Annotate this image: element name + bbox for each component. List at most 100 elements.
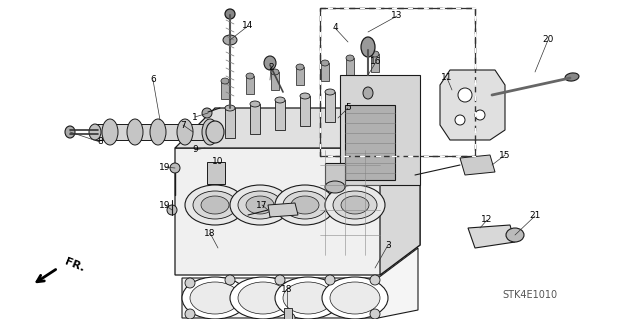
- Text: 7: 7: [180, 121, 186, 130]
- Text: 2: 2: [268, 63, 274, 72]
- Polygon shape: [296, 67, 304, 85]
- Text: 17: 17: [256, 201, 268, 210]
- Ellipse shape: [221, 78, 229, 84]
- Ellipse shape: [238, 191, 282, 219]
- Circle shape: [455, 115, 465, 125]
- Ellipse shape: [325, 89, 335, 95]
- Ellipse shape: [250, 101, 260, 107]
- Ellipse shape: [325, 185, 385, 225]
- Text: 20: 20: [542, 35, 554, 44]
- Ellipse shape: [206, 121, 224, 143]
- Bar: [207, 162, 225, 184]
- Ellipse shape: [182, 277, 248, 319]
- Ellipse shape: [296, 64, 304, 70]
- Circle shape: [325, 275, 335, 285]
- Text: 16: 16: [371, 57, 381, 66]
- Circle shape: [185, 278, 195, 288]
- Ellipse shape: [202, 119, 218, 145]
- Ellipse shape: [275, 277, 341, 319]
- Polygon shape: [350, 88, 360, 118]
- Ellipse shape: [283, 191, 327, 219]
- Text: 19: 19: [159, 201, 171, 210]
- Circle shape: [370, 275, 380, 285]
- Text: 1: 1: [192, 113, 198, 122]
- Polygon shape: [380, 118, 420, 275]
- Ellipse shape: [102, 119, 118, 145]
- Polygon shape: [95, 124, 215, 140]
- Text: 10: 10: [212, 158, 224, 167]
- Ellipse shape: [350, 85, 360, 91]
- Ellipse shape: [375, 81, 385, 87]
- Ellipse shape: [193, 191, 237, 219]
- Ellipse shape: [506, 228, 524, 242]
- Ellipse shape: [361, 37, 375, 57]
- Ellipse shape: [201, 196, 229, 214]
- Text: 15: 15: [499, 151, 511, 160]
- Text: 18: 18: [204, 228, 216, 238]
- Text: 19: 19: [159, 162, 171, 172]
- Ellipse shape: [127, 119, 143, 145]
- Text: 18: 18: [281, 286, 292, 294]
- Ellipse shape: [271, 69, 279, 75]
- Ellipse shape: [238, 282, 288, 314]
- Polygon shape: [346, 58, 354, 76]
- Polygon shape: [300, 96, 310, 126]
- Ellipse shape: [246, 196, 274, 214]
- Ellipse shape: [333, 191, 377, 219]
- Circle shape: [370, 309, 380, 319]
- Text: 4: 4: [332, 24, 338, 33]
- Bar: [284, 308, 292, 319]
- Text: 6: 6: [150, 76, 156, 85]
- Text: 8: 8: [97, 137, 103, 146]
- Ellipse shape: [190, 282, 240, 314]
- Ellipse shape: [230, 277, 296, 319]
- Ellipse shape: [300, 93, 310, 99]
- Polygon shape: [371, 54, 379, 72]
- Text: FR.: FR.: [63, 256, 86, 273]
- Circle shape: [475, 110, 485, 120]
- Ellipse shape: [283, 282, 333, 314]
- Polygon shape: [175, 108, 420, 148]
- Polygon shape: [268, 203, 298, 217]
- Text: 11: 11: [441, 73, 452, 83]
- Circle shape: [225, 275, 235, 285]
- Ellipse shape: [65, 126, 75, 138]
- Text: 9: 9: [192, 145, 198, 154]
- Polygon shape: [275, 100, 285, 130]
- Text: 3: 3: [385, 241, 391, 249]
- Ellipse shape: [346, 55, 354, 61]
- Ellipse shape: [177, 119, 193, 145]
- Ellipse shape: [275, 97, 285, 103]
- Polygon shape: [246, 76, 254, 94]
- Ellipse shape: [371, 51, 379, 57]
- Ellipse shape: [150, 119, 166, 145]
- Circle shape: [185, 309, 195, 319]
- Ellipse shape: [230, 185, 290, 225]
- Ellipse shape: [246, 73, 254, 79]
- Polygon shape: [325, 92, 335, 122]
- Ellipse shape: [275, 185, 335, 225]
- Polygon shape: [468, 225, 515, 248]
- Circle shape: [275, 275, 285, 285]
- Ellipse shape: [225, 9, 235, 19]
- Ellipse shape: [330, 282, 380, 314]
- Polygon shape: [250, 104, 260, 134]
- Polygon shape: [325, 163, 345, 187]
- Ellipse shape: [291, 196, 319, 214]
- Ellipse shape: [322, 277, 388, 319]
- Ellipse shape: [264, 56, 276, 70]
- Polygon shape: [345, 105, 395, 180]
- Polygon shape: [271, 72, 279, 90]
- Circle shape: [167, 205, 177, 215]
- Ellipse shape: [363, 87, 373, 99]
- Polygon shape: [460, 155, 495, 175]
- Ellipse shape: [565, 73, 579, 81]
- Text: STK4E1010: STK4E1010: [502, 290, 557, 300]
- Circle shape: [170, 163, 180, 173]
- Text: 13: 13: [391, 11, 403, 20]
- Polygon shape: [321, 63, 329, 81]
- Ellipse shape: [325, 181, 345, 193]
- Polygon shape: [340, 75, 420, 185]
- Polygon shape: [375, 84, 385, 114]
- Polygon shape: [221, 81, 229, 99]
